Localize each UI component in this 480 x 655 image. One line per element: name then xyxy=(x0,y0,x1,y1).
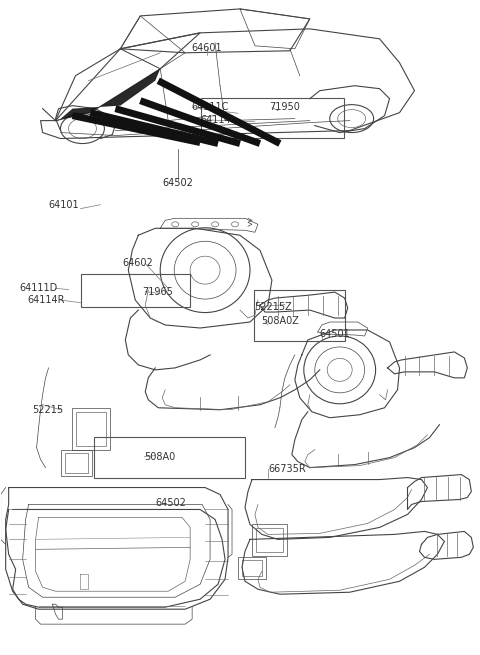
Text: 508A0Z: 508A0Z xyxy=(262,316,300,326)
Bar xyxy=(64,453,88,472)
Text: 71965: 71965 xyxy=(142,287,173,297)
Text: 71950: 71950 xyxy=(269,102,300,113)
Text: 64602: 64602 xyxy=(123,259,154,269)
Text: 64101: 64101 xyxy=(48,200,79,210)
Bar xyxy=(256,529,283,552)
Bar xyxy=(94,438,245,477)
Bar xyxy=(254,290,345,341)
Bar xyxy=(72,408,110,449)
Text: 64601: 64601 xyxy=(191,43,222,53)
Text: 66735R: 66735R xyxy=(269,464,306,474)
Polygon shape xyxy=(56,69,160,121)
Text: 508A0: 508A0 xyxy=(144,452,176,462)
Bar xyxy=(252,525,287,556)
Text: 52215Z: 52215Z xyxy=(254,301,292,312)
Bar xyxy=(60,449,93,476)
Bar xyxy=(242,560,262,576)
Text: 64502: 64502 xyxy=(163,178,193,189)
Text: 64501: 64501 xyxy=(319,329,350,339)
Text: 64502: 64502 xyxy=(155,498,186,508)
Text: 64114L: 64114L xyxy=(201,115,237,125)
Bar xyxy=(201,98,344,138)
Text: 64111D: 64111D xyxy=(20,284,58,293)
Text: 64114R: 64114R xyxy=(27,295,64,305)
Bar xyxy=(81,274,190,307)
Bar xyxy=(238,557,266,579)
Bar xyxy=(76,412,107,445)
Text: 64111C: 64111C xyxy=(191,102,228,113)
Text: 52215: 52215 xyxy=(32,405,63,415)
